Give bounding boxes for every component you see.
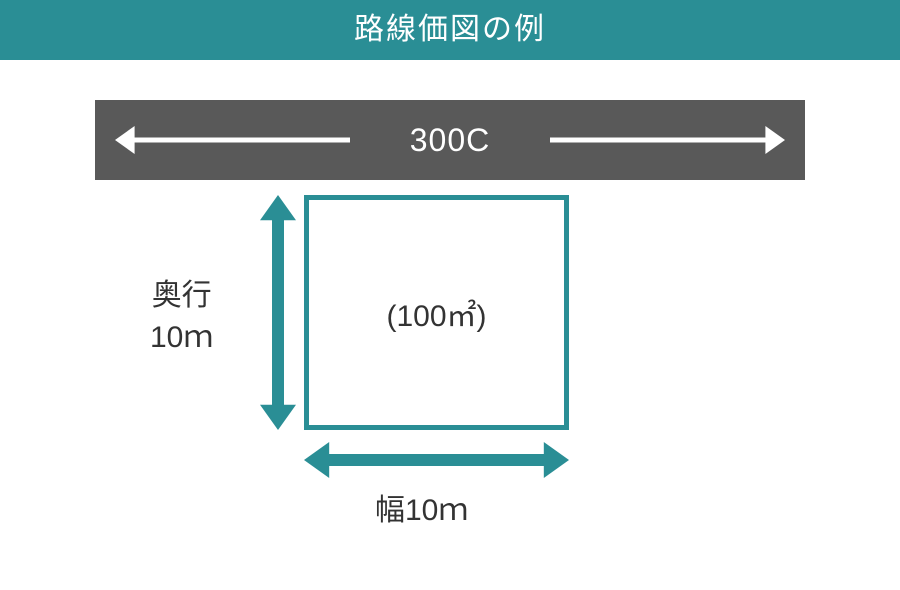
header-title: 路線価図の例	[354, 13, 546, 46]
land-area-label: (100㎡)	[386, 291, 486, 335]
width-label-text: 幅10ｍ	[375, 494, 468, 527]
diagram-header: 路線価図の例	[0, 0, 900, 60]
road-bar: 300C	[95, 100, 805, 180]
land-parcel-box: (100㎡)	[304, 195, 569, 430]
road-price-label: 300C	[410, 122, 491, 159]
depth-dimension-label: 奥行 10ｍ	[150, 275, 213, 359]
depth-label-line1: 奥行	[152, 279, 212, 312]
depth-label-line2: 10ｍ	[150, 321, 213, 354]
width-dimension-label: 幅10ｍ	[375, 485, 468, 529]
